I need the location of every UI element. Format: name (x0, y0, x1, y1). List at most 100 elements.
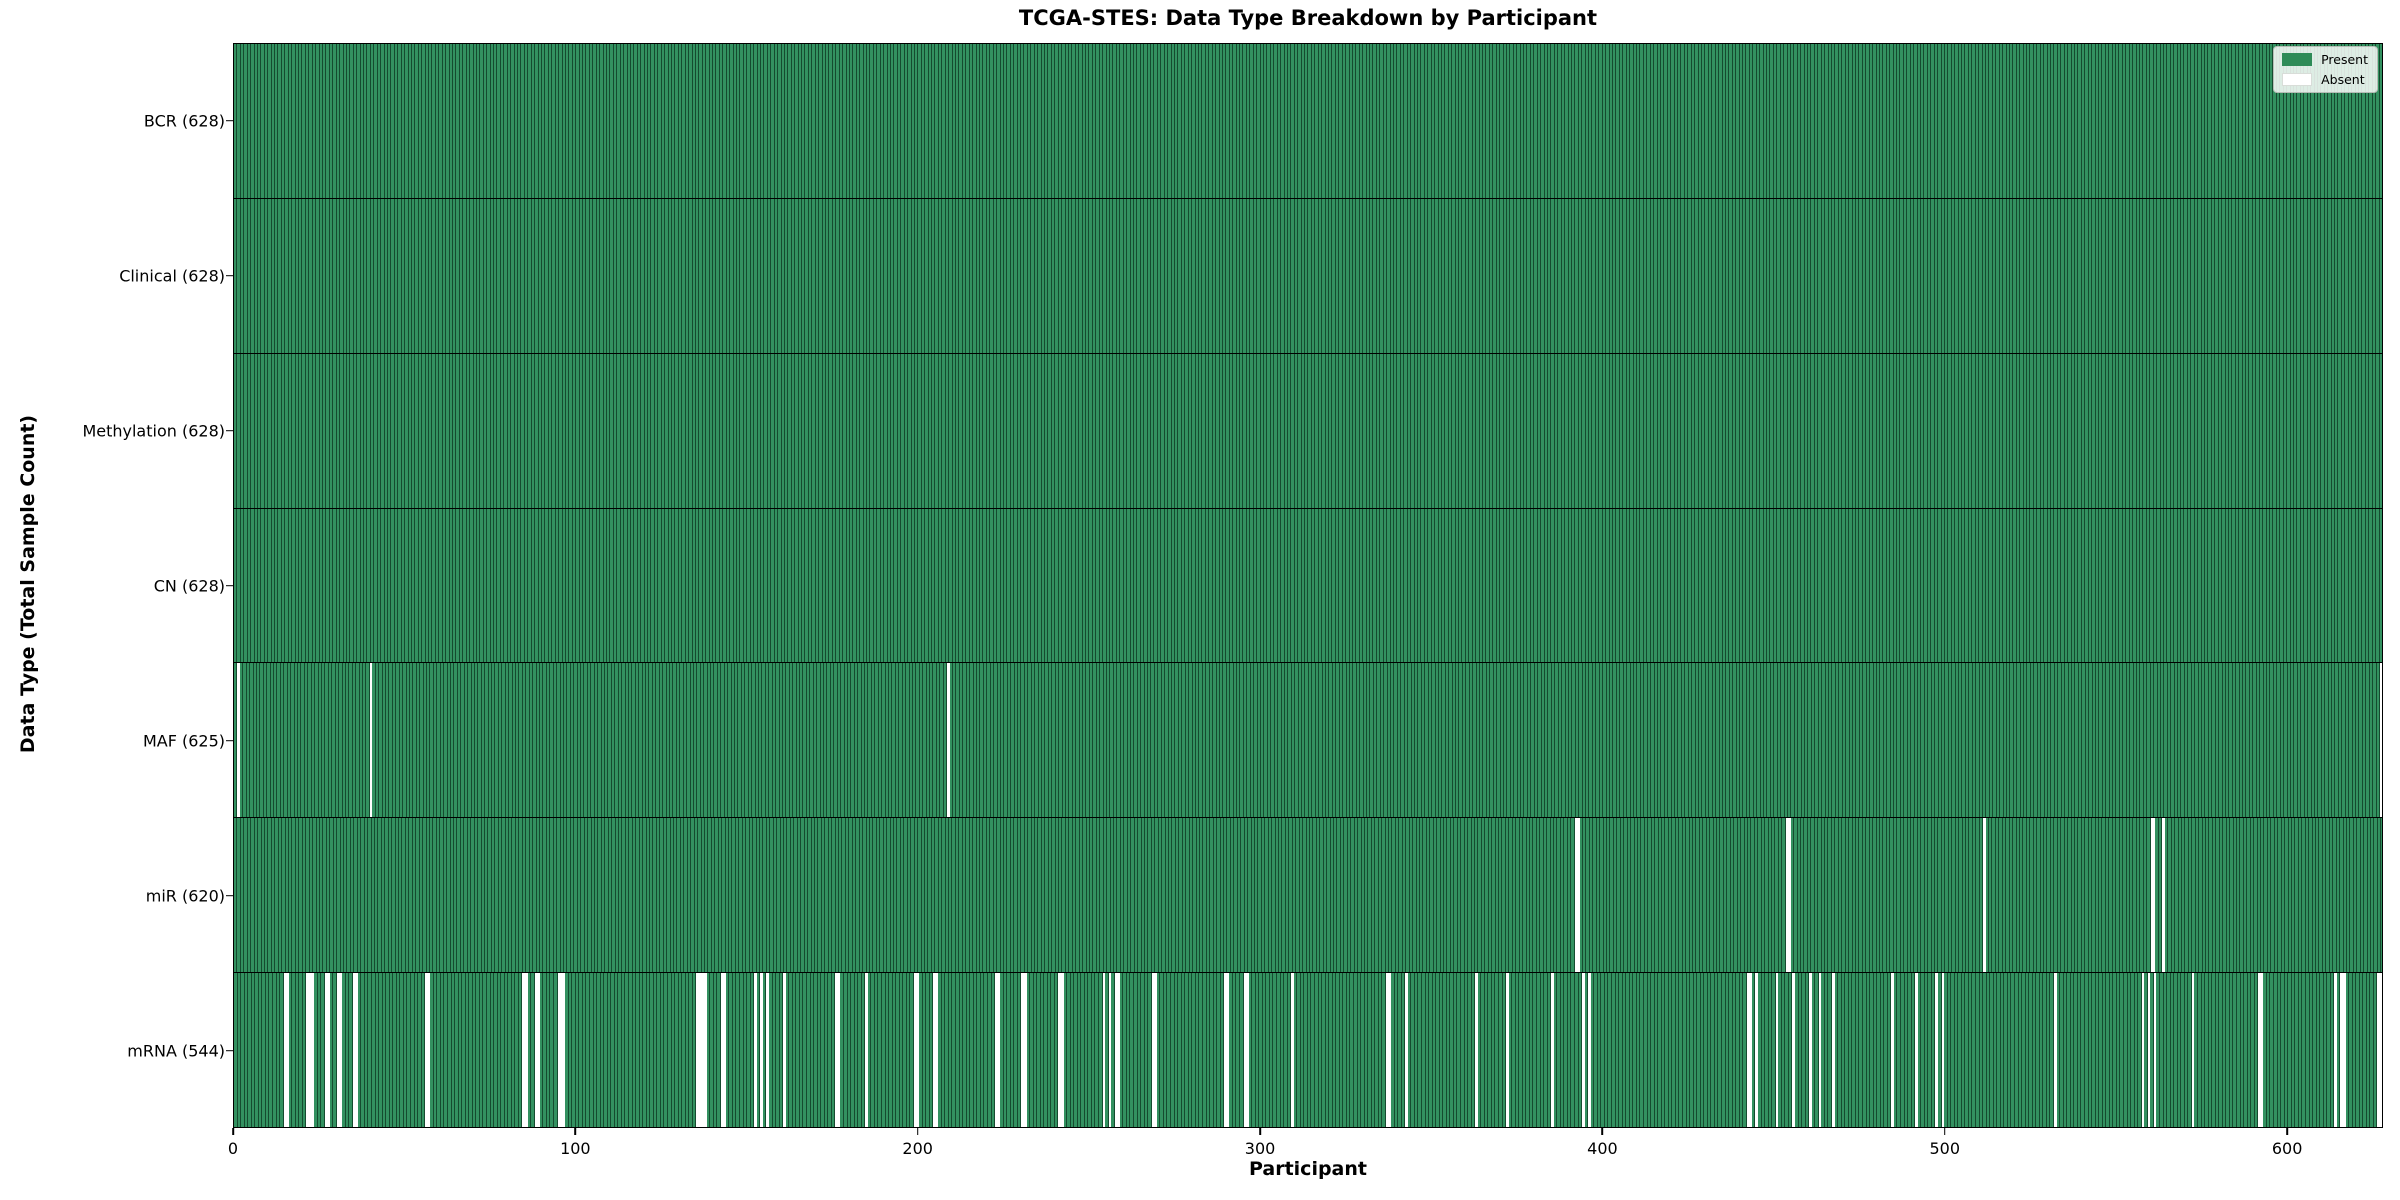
cell-present (612, 818, 616, 973)
cell-present (405, 198, 409, 353)
cell-present (407, 973, 411, 1128)
cell-present (1349, 44, 1353, 198)
cell-present (1900, 508, 1904, 663)
cell-present (1155, 818, 1159, 973)
cell-present (1554, 818, 1558, 973)
cell-present (1784, 353, 1788, 508)
cell-present (474, 818, 479, 973)
cell-present (1188, 44, 1193, 198)
cell-present (2039, 973, 2044, 1128)
cell-present (1154, 508, 1158, 663)
cell-present (326, 353, 330, 508)
cell-present (1079, 44, 1083, 198)
cell-present (1096, 353, 1100, 508)
cell-present (1335, 44, 1340, 198)
cell-present (1962, 198, 1966, 353)
cell-present (1753, 198, 1757, 353)
cell-present (1140, 508, 1145, 663)
cell-present (1496, 508, 1501, 663)
cell-present (569, 353, 573, 508)
cell-present (1421, 44, 1425, 198)
cell-present (1154, 198, 1158, 353)
cell-present (1171, 353, 1176, 508)
cell-present (377, 353, 382, 508)
cell-present (382, 973, 387, 1128)
cell-present (788, 508, 792, 663)
cell-present (1999, 44, 2004, 198)
cell-present (1575, 198, 1579, 353)
cell-present (374, 353, 378, 508)
ytick-label-mrna: mRNA (544) (127, 1041, 225, 1060)
cell-absent (1551, 973, 1554, 1128)
cell-present (1883, 508, 1887, 663)
cell-present (1825, 818, 1829, 973)
cell-present (1103, 353, 1107, 508)
cell-present (1248, 973, 1253, 1128)
cell-absent (754, 973, 757, 1128)
cell-present (806, 663, 811, 818)
cell-present (1869, 198, 1874, 353)
cell-present (456, 508, 460, 663)
cell-present (1175, 818, 1180, 973)
cell-present (2126, 508, 2130, 663)
cell-present (1185, 973, 1189, 1128)
cell-present (2112, 818, 2117, 973)
cell-present (1534, 353, 1538, 508)
cell-present (2215, 663, 2220, 818)
cell-present (1083, 818, 1087, 973)
cell-present (2329, 818, 2334, 973)
cell-present (1072, 198, 1076, 353)
cell-present (1373, 198, 1377, 353)
cell-absent (2150, 818, 2153, 973)
cell-present (1965, 353, 1969, 508)
cell-present (1390, 508, 1395, 663)
cell-present (856, 198, 861, 353)
cell-present (1586, 818, 1590, 973)
cell-present (1371, 973, 1376, 1128)
cell-present (1893, 44, 1898, 198)
cell-present (1992, 818, 1996, 973)
cell-present (1315, 663, 1320, 818)
cell-present (545, 198, 549, 353)
cell-present (1332, 508, 1336, 663)
cell-present (1409, 818, 1414, 973)
cell-present (476, 353, 481, 508)
cell-present (474, 663, 479, 818)
cell-present (2112, 198, 2117, 353)
cell-present (1862, 818, 1867, 973)
cell-present (1568, 508, 1572, 663)
cell-present (1307, 973, 1312, 1128)
cell-present (1640, 663, 1645, 818)
cell-present (313, 818, 317, 973)
cell-present (346, 44, 351, 198)
cell-present (959, 663, 964, 818)
cell-present (1051, 353, 1056, 508)
cell-present (983, 44, 987, 198)
cell-present (856, 353, 861, 508)
cell-present (1992, 44, 1997, 198)
cell-present (1722, 44, 1726, 198)
cell-present (1589, 44, 1593, 198)
cell-present (1959, 818, 1963, 973)
cell-present (357, 44, 361, 198)
cell-present (541, 44, 546, 198)
cell-present (1661, 973, 1666, 1128)
cell-present (916, 663, 920, 818)
cell-present (1007, 818, 1011, 973)
cell-present (1985, 818, 1989, 973)
cell-present (2143, 353, 2147, 508)
cell-present (284, 663, 288, 818)
cell-present (1955, 353, 1959, 508)
cell-present (1172, 818, 1176, 973)
cell-present (2198, 663, 2202, 818)
cell-present (1805, 663, 1809, 818)
cell-present (1385, 818, 1389, 973)
cell-present (976, 818, 980, 973)
cell-present (2246, 508, 2250, 663)
cell-present (1099, 508, 1104, 663)
cell-present (1054, 973, 1059, 1128)
cell-present (2102, 44, 2106, 198)
cell-present (2365, 353, 2370, 508)
cell-present (956, 353, 960, 508)
cell-present (1160, 973, 1164, 1128)
